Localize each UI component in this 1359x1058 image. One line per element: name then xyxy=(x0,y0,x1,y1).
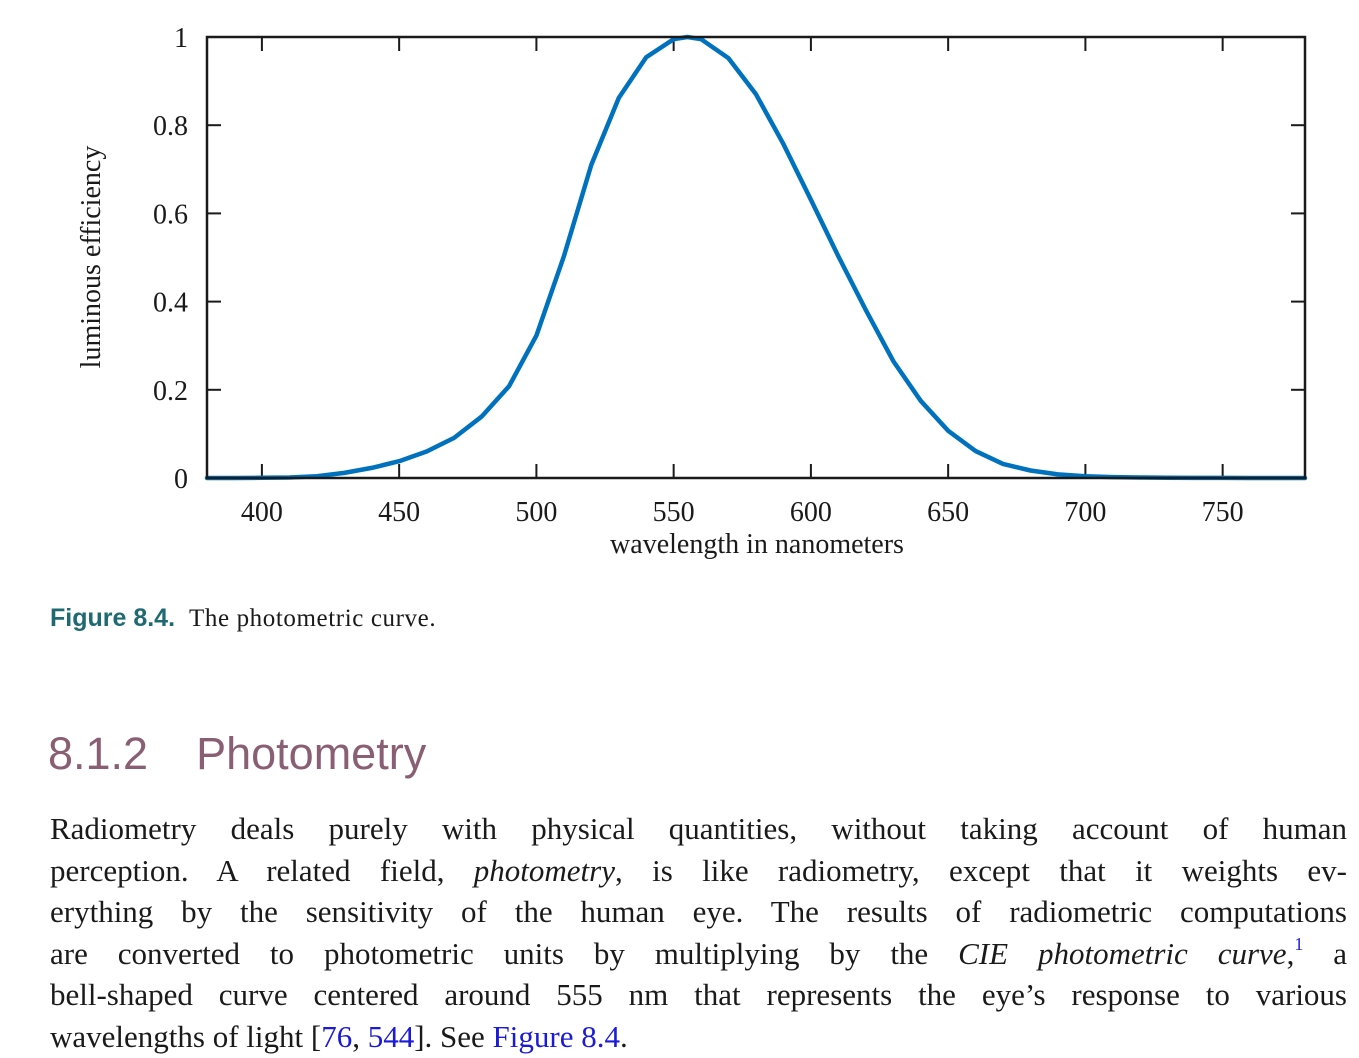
y-tick-label: 0 xyxy=(174,464,188,495)
x-tick-label: 450 xyxy=(378,497,420,528)
x-axis-label: wavelength in nanometers xyxy=(610,529,904,560)
y-tick-label: 0.2 xyxy=(153,376,188,407)
x-tick-label: 400 xyxy=(241,497,283,528)
paragraph-line: are converted to photometric units by mu… xyxy=(50,933,1348,971)
paragraph-line: perception. A related field, photometry,… xyxy=(50,852,1347,888)
y-tick-label: 0.4 xyxy=(153,288,188,319)
x-tick-label: 700 xyxy=(1064,497,1106,528)
citation-link-544[interactable]: 544 xyxy=(367,1018,415,1054)
x-tick-label: 500 xyxy=(515,497,557,528)
photometric-curve-figure: 400 450 500 550 600 650 700 750 0 0.2 0.4 0.6 0.8 1 w… xyxy=(76,23,1308,560)
figure-reference-link[interactable]: Figure 8.4 xyxy=(492,1018,620,1054)
y-tick-label: 0.6 xyxy=(153,199,188,230)
plot-frame xyxy=(205,35,1307,480)
term-photometry: photometry xyxy=(473,852,615,888)
x-tick-label: 650 xyxy=(927,497,969,528)
figure-caption: Figure 8.4. The photometric curve. xyxy=(50,604,436,633)
section-title: Photometry xyxy=(196,728,427,779)
series-line-luminous-efficiency xyxy=(204,34,1308,481)
paragraph-line: bell-shaped curve centered around 555 nm… xyxy=(50,977,1347,1013)
paragraph-line: wavelengths of light [76, 544]. See Figu… xyxy=(50,1018,628,1054)
y-axis-label: luminous efficiency xyxy=(76,146,107,369)
footnote-link[interactable]: 1 xyxy=(1294,933,1304,954)
y-tick-label: 1 xyxy=(174,23,188,54)
figure-caption-text: The photometric curve. xyxy=(189,605,437,632)
paragraph-line: erything by the sensitivity of the human… xyxy=(50,894,1347,930)
x-tick-label: 750 xyxy=(1202,497,1244,528)
section-number: 8.1.2 xyxy=(48,728,149,779)
term-cie-photometric-curve: CIE photometric curve xyxy=(958,935,1287,971)
paragraph-line: Radiometry deals purely with physical qu… xyxy=(50,811,1347,846)
section-heading: 8.1.2 Photometry xyxy=(48,728,426,780)
figure-caption-label: Figure 8.4. xyxy=(50,604,176,632)
x-tick-label: 550 xyxy=(653,497,695,528)
body-paragraph: Radiometry deals purely with physical qu… xyxy=(50,808,1347,1058)
citation-link-76[interactable]: 76 xyxy=(321,1018,353,1054)
y-tick-label: 0.8 xyxy=(153,111,188,142)
x-tick-label: 600 xyxy=(790,497,832,528)
photometric-curve-chart: 400 450 500 550 600 650 700 750 0 0.2 0.4 0.6 0.8 1 w… xyxy=(76,23,1308,560)
